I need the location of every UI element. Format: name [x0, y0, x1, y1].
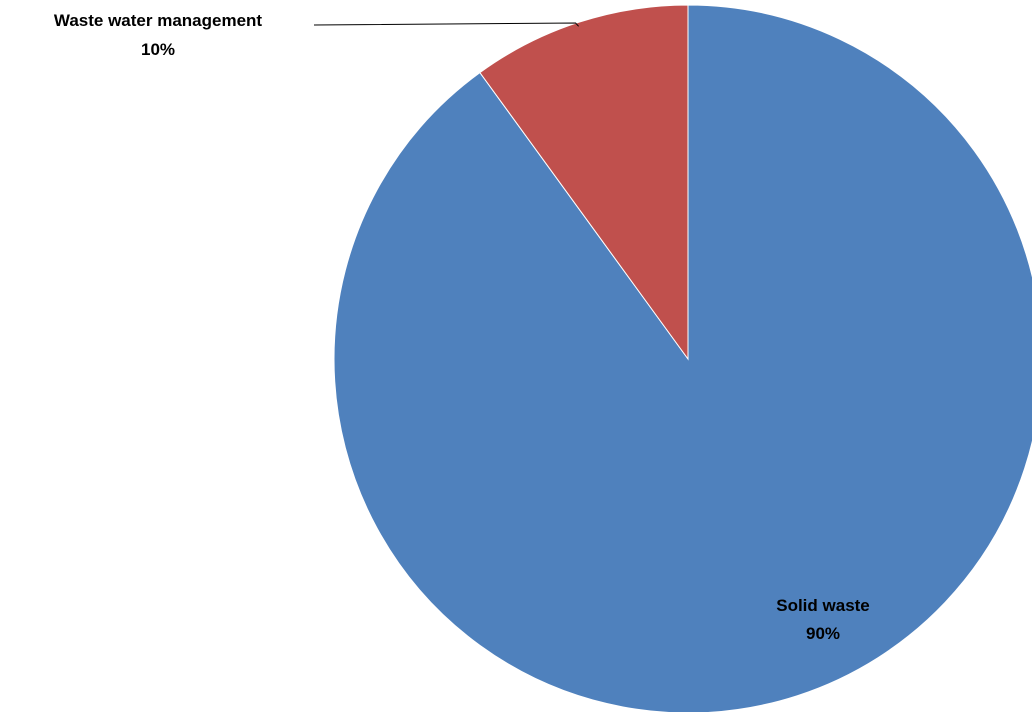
slice-label-waste-water-percent: 10% — [141, 40, 175, 59]
leader-lines — [313, 22, 579, 27]
pie-slices — [333, 4, 1032, 712]
slice-label-waste-water-name: Waste water management — [54, 11, 262, 30]
pie-slice-waste-water-management — [479, 4, 689, 361]
slice-label-solid-waste-name: Solid waste — [776, 596, 870, 615]
pie-slice-solid-waste — [333, 4, 1032, 712]
slice-label-solid-waste-percent: 90% — [806, 624, 840, 643]
leader-line-waste-water — [313, 22, 579, 27]
